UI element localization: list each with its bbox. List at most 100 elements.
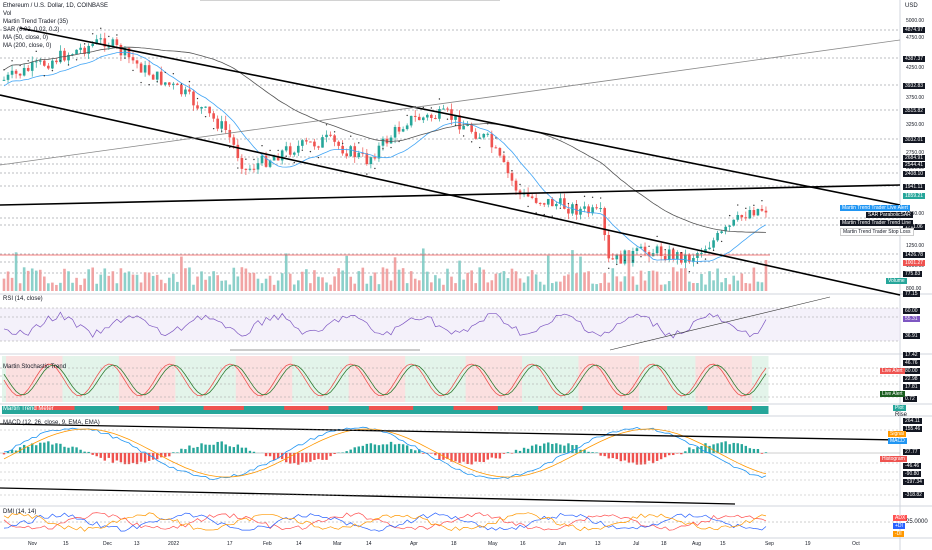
trend-meter-cell [638, 406, 644, 410]
volume-bar [708, 271, 711, 291]
indicator-vol[interactable]: Vol [3, 11, 12, 17]
candle-body [696, 253, 699, 258]
trend-meter-cell [86, 406, 92, 410]
trend-meter-cell [687, 406, 692, 410]
macd-title[interactable]: MACD (12, 26, close, 9, EMA, EMA) [3, 420, 100, 426]
stoch-background [655, 356, 660, 402]
candle-body [595, 207, 598, 209]
stoch-background [143, 356, 148, 402]
trend-meter-cell [219, 406, 225, 410]
trend-meter-cell [578, 406, 584, 410]
price-axis-label: 1250.00 [906, 243, 925, 249]
trend-meter-cell [280, 410, 285, 414]
volume-bar [526, 276, 530, 291]
trend-meter-pane[interactable] [1, 406, 769, 414]
stoch-title[interactable]: Martin Stochastic Trend [3, 364, 67, 370]
macd-histogram-bar [530, 445, 534, 453]
stoch-background [667, 356, 672, 402]
stoch-live-alert-top[interactable]: Live Alert [880, 368, 905, 374]
candle-body [655, 246, 659, 254]
candle-body [744, 217, 748, 219]
macd-histogram-bar [377, 445, 381, 453]
volume-bar [559, 281, 562, 291]
stoch-background [260, 356, 265, 402]
indicator-ma200[interactable]: MA (200, close, 0) [3, 43, 52, 49]
price-pane[interactable] [0, 0, 901, 296]
sar-dot [83, 43, 86, 45]
trend-meter-cell [183, 406, 188, 410]
stoch-background [675, 356, 680, 402]
dmi-title[interactable]: DMI (14, 14) [3, 509, 37, 515]
macd-pane[interactable] [0, 423, 901, 505]
sar-dot [446, 118, 449, 120]
sar-dot [503, 151, 505, 153]
trend-meter-cell [401, 410, 406, 414]
candle-body [321, 137, 324, 148]
dmi-pane[interactable] [0, 512, 900, 532]
stoch-background [364, 356, 370, 402]
indicator-sar[interactable]: SAR (0.02, 0.02, 0.2) [3, 27, 60, 33]
stochastic-pane[interactable] [0, 356, 900, 402]
candle-body [119, 45, 123, 56]
macd-histogram-bar [43, 442, 46, 453]
macd-histogram-bar [655, 453, 659, 461]
candle-body [95, 39, 99, 44]
live-alert-label[interactable]: Martin Trend Trader Live Alert [840, 205, 910, 211]
trend-meter-cell [699, 406, 704, 410]
trend-meter-cell [401, 406, 406, 410]
trend-meter-cell [102, 410, 108, 414]
time-axis-tick: 18 [661, 541, 667, 547]
volume-bar [345, 255, 348, 291]
time-axis-tick: 16 [520, 541, 526, 547]
indicator-ma50[interactable]: MA (50, close, 0) [3, 35, 49, 41]
trend-meter-cell [437, 410, 442, 414]
candle-body [567, 208, 570, 214]
rsi-pane[interactable] [0, 296, 900, 351]
macd-histogram-bar [599, 453, 602, 456]
volume-bar [67, 271, 70, 291]
macd-histogram-bar [252, 451, 256, 453]
trend-meter-cell [215, 406, 221, 410]
volume-bar [720, 282, 723, 291]
stoch-background [727, 356, 733, 402]
trend-meter-cell [522, 410, 527, 414]
rsi-title[interactable]: RSI (14, close) [3, 296, 43, 302]
volume-bar [401, 268, 405, 291]
macd-histogram-bar [393, 444, 397, 453]
candle-body [10, 70, 14, 75]
stoch-background [421, 356, 426, 402]
macd-histogram-bar [188, 445, 191, 453]
macd-histogram-bar [748, 448, 752, 453]
candle-body [34, 61, 38, 63]
trend-meter-cell [622, 406, 628, 410]
volume-bar [510, 268, 514, 291]
stoch-live-alert-bottom[interactable]: Live Alert [880, 391, 905, 397]
trend-meter-cell [481, 406, 487, 410]
volume-bar [317, 276, 320, 291]
volume-bar [659, 284, 663, 291]
trend-meter-cell [465, 406, 471, 410]
volume-bar [716, 268, 719, 291]
indicator-martin-trend-trader[interactable]: Martin Trend Trader (35) [3, 19, 69, 25]
stoch-background [634, 356, 640, 402]
sar-label[interactable]: SAR ParabolicSAR [866, 212, 913, 218]
volume-bar [663, 284, 667, 291]
candle-body [196, 105, 199, 109]
price-badge-volume: 1001.27 [903, 260, 926, 266]
volume-bar [728, 284, 731, 291]
trend-meter-cell [50, 406, 55, 410]
macd-histogram-bar [143, 453, 147, 463]
trend-meter-title[interactable]: Martin Trend Meter [3, 406, 54, 412]
candle-body [228, 129, 232, 138]
stoch-background [30, 356, 35, 402]
sar-dot [180, 83, 183, 85]
volume-bar [575, 273, 578, 291]
volume-bar [34, 270, 38, 291]
stoch-background [534, 356, 539, 402]
stoch-background [308, 356, 313, 402]
trend-line-label[interactable]: Martin Trend Trader Trend Line [840, 220, 913, 226]
trend-meter-cell [763, 410, 769, 414]
stop-loss-label[interactable]: Martin Trend Trader Stop Loss [840, 228, 914, 236]
volume-bar [680, 268, 683, 291]
